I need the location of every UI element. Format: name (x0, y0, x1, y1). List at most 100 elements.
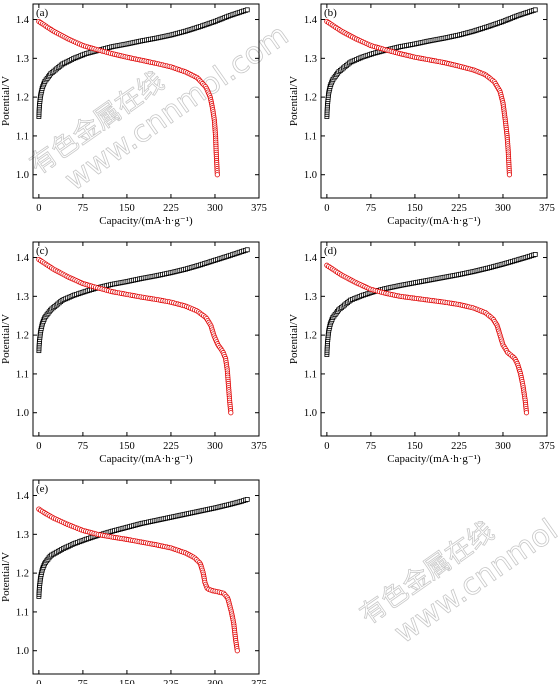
discharge-series (36, 18, 220, 178)
y-tick-label: 1.3 (16, 292, 29, 303)
y-tick-label: 1.3 (304, 292, 317, 303)
charge-series (36, 247, 250, 354)
x-tick-label: 300 (207, 203, 223, 214)
data-point (214, 172, 220, 178)
panel-d: 0 75 150 225 300 375 1.0 1.1 1.2 1.3 1.4 Capacity/(… (288, 241, 555, 465)
y-axis-label: Potential/V (288, 314, 300, 364)
x-tick-label: 300 (207, 441, 223, 452)
x-tick-label: 150 (407, 441, 423, 452)
plot-frame (32, 479, 260, 675)
x-tick-label: 375 (251, 203, 267, 214)
x-tick-label: 375 (539, 203, 555, 214)
x-axis-label: Capacity/(mA·h·g⁻¹) (99, 453, 193, 465)
y-tick-label: 1.1 (304, 131, 317, 142)
data-point (244, 496, 250, 502)
y-tick-label: 1.2 (304, 93, 317, 104)
x-tick-label: 150 (119, 679, 135, 684)
watermark-bottom: 有色金属在线 www.cnnmol.com (354, 470, 558, 651)
data-point (234, 648, 240, 654)
x-tick-label: 375 (251, 441, 267, 452)
panel-c: 0 75 150 225 300 375 1.0 1.1 1.2 1.3 1.4 Capacity/(… (0, 241, 267, 465)
watermark-text-url: www.cnnmol.com (388, 470, 558, 650)
y-axis-label: Potential/V (0, 552, 12, 602)
charge-series (36, 496, 250, 599)
x-tick-label: 0 (36, 203, 41, 214)
y-tick-label: 1.0 (16, 646, 29, 657)
watermark-top: 有色金属在线 www.cnnmol.com (24, 17, 295, 198)
y-tick-label: 1.2 (304, 331, 317, 342)
panel-label: (a) (36, 7, 49, 19)
panel-b: 0 75 150 225 300 375 1.0 1.1 1.2 1.3 1.4 Capacity/(… (288, 3, 555, 227)
x-tick-label: 0 (36, 441, 41, 452)
charge-series (324, 7, 538, 119)
y-tick-label: 1.2 (16, 331, 29, 342)
x-tick-label: 300 (495, 441, 511, 452)
y-tick-label: 1.3 (304, 54, 317, 65)
x-tick-label: 75 (78, 679, 89, 684)
data-point (244, 7, 250, 13)
data-point (244, 247, 250, 253)
y-tick-label: 1.4 (16, 15, 30, 26)
data-point (228, 410, 234, 416)
discharge-series (324, 18, 513, 178)
x-axis-label: Capacity/(mA·h·g⁻¹) (387, 453, 481, 465)
y-tick-label: 1.3 (16, 530, 29, 541)
data-point (523, 410, 530, 416)
panel-label: (b) (324, 7, 337, 19)
x-axis-label: Capacity/(mA·h·g⁻¹) (387, 215, 481, 227)
x-tick-label: 300 (207, 679, 223, 684)
data-point (532, 7, 538, 13)
x-tick-label: 375 (251, 679, 267, 684)
y-tick-label: 1.4 (304, 15, 318, 26)
x-tick-label: 0 (324, 203, 329, 214)
y-tick-label: 1.0 (304, 170, 317, 181)
panel-e: 0751502253003751.01.11.21.31.4Capacity/(… (0, 479, 267, 684)
x-tick-label: 0 (324, 441, 329, 452)
plot-frame (32, 241, 260, 437)
panel-label: (c) (36, 245, 49, 257)
y-tick-label: 1.1 (16, 131, 29, 142)
y-tick-label: 1.4 (16, 491, 30, 502)
y-axis-label: Potential/V (288, 76, 300, 126)
x-tick-label: 300 (495, 203, 511, 214)
data-point (532, 252, 538, 257)
y-tick-label: 1.4 (304, 253, 318, 264)
x-tick-label: 75 (366, 203, 377, 214)
x-tick-label: 75 (366, 441, 377, 452)
discharge-series (324, 262, 530, 416)
y-tick-label: 1.1 (16, 607, 29, 618)
x-tick-label: 375 (539, 441, 555, 452)
x-tick-label: 225 (163, 441, 179, 452)
panel-label: (e) (36, 483, 49, 495)
plot-frame (32, 3, 260, 199)
y-axis-label: Potential/V (0, 76, 12, 126)
x-tick-label: 225 (451, 441, 467, 452)
charge-series (36, 7, 250, 119)
y-tick-label: 1.1 (304, 369, 317, 380)
y-tick-label: 1.3 (16, 54, 29, 65)
x-tick-label: 150 (119, 441, 135, 452)
panels: 0 75 150 225 300 375 1.0 1.1 1.2 1.3 1.4 Capacity/(… (0, 3, 555, 684)
y-axis-label: Potential/V (0, 314, 12, 364)
y-tick-label: 1.4 (16, 253, 30, 264)
charge-series (324, 252, 538, 357)
panel-label: (d) (324, 245, 337, 257)
panel-a: 0 75 150 225 300 375 1.0 1.1 1.2 1.3 1.4 Capacity/(… (0, 3, 267, 227)
x-tick-label: 75 (78, 441, 89, 452)
x-axis-label: Capacity/(mA·h·g⁻¹) (99, 215, 193, 227)
x-tick-label: 150 (407, 203, 423, 214)
y-tick-label: 1.2 (16, 569, 29, 580)
x-tick-label: 225 (451, 203, 467, 214)
discharge-series (36, 256, 234, 416)
y-tick-label: 1.0 (304, 408, 317, 419)
y-tick-label: 1.0 (16, 170, 29, 181)
plot-frame (320, 241, 548, 437)
x-tick-label: 150 (119, 203, 135, 214)
x-tick-label: 225 (163, 679, 179, 684)
data-point (506, 172, 513, 178)
x-tick-label: 225 (163, 203, 179, 214)
discharge-series (36, 506, 240, 654)
y-tick-label: 1.2 (16, 93, 29, 104)
y-tick-label: 1.0 (16, 408, 29, 419)
